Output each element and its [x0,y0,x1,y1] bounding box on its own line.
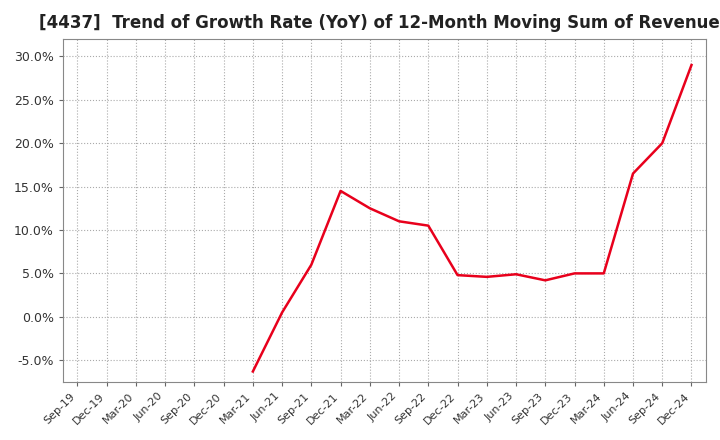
Title: [4437]  Trend of Growth Rate (YoY) of 12-Month Moving Sum of Revenues: [4437] Trend of Growth Rate (YoY) of 12-… [39,14,720,32]
